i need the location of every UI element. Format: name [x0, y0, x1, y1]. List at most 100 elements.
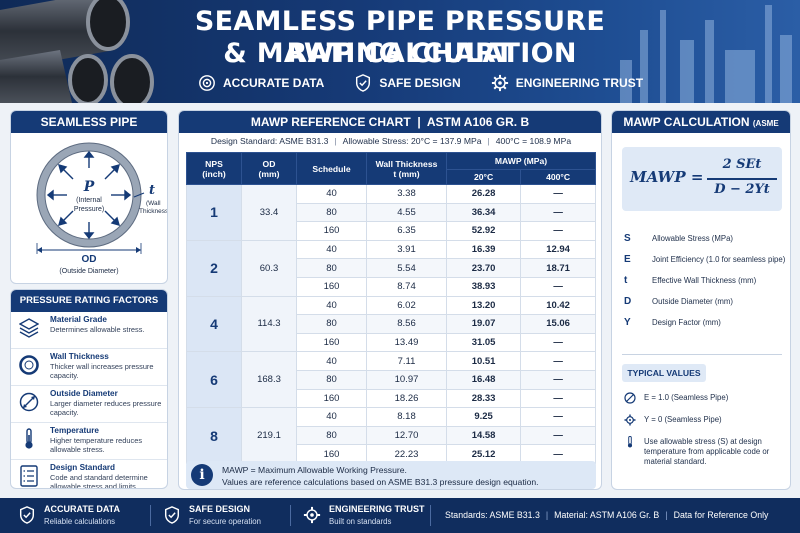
mawp-20c-cell: 16.39 — [445, 239, 522, 260]
od-symbol: OD — [82, 254, 97, 265]
variable-desc: Effective Wall Thickness (mm) — [652, 276, 757, 285]
schedule-cell: 40 — [296, 407, 367, 427]
wall-thickness-cell: 3.91 — [366, 239, 447, 260]
pressure-symbol: P — [83, 179, 95, 195]
footer-standard: Standards: ASME B31.3 — [445, 510, 540, 520]
mawp-400c-cell: — — [520, 202, 596, 223]
mawp-20c-cell: 31.05 — [445, 332, 522, 353]
checklist-icon — [20, 465, 38, 487]
thickness-label-1: (Wall — [146, 200, 161, 207]
panel-title: MAWP CALCULATION (ASME B31.3) — [612, 111, 790, 152]
mawp-400c-cell: — — [520, 407, 596, 427]
pressure-label-1: (Internal — [76, 197, 102, 204]
variable-desc: Joint Efficiency (1.0 for seamless pipe) — [652, 255, 786, 264]
schedule-cell: 160 — [296, 388, 367, 409]
table-row: 8 219.1 40 8.18 9.25— — [186, 407, 596, 464]
steel-pipes-image — [0, 0, 154, 103]
seamless-pipe-panel: SEAMLESS PIPE P (Internal Pressure) t (W… — [10, 110, 168, 284]
factor-desc: Code and standard determine allowable st… — [50, 473, 148, 489]
thermometer-icon — [627, 436, 633, 448]
refinery-silhouette-image — [620, 5, 792, 103]
footer-sub: For secure operation — [189, 517, 261, 526]
factor-title: Wall Thickness — [50, 352, 109, 361]
pressure-label-2: Pressure) — [74, 206, 104, 213]
mawp-formula: MAWP = 2 SEt D − 2Yt — [622, 147, 782, 211]
pressure-rating-factors-panel: PRESSURE RATING FACTORS Material Grade D… — [10, 289, 168, 489]
mawp-table: NPS (inch) OD (mm) Schedule Wall Thickne… — [186, 152, 596, 464]
factor-title: Outside Diameter — [50, 389, 118, 398]
badge-label: ACCURATE DATA — [223, 76, 325, 90]
table-row: 6 168.3 40 7.11 10.51— — [186, 351, 596, 409]
shield-check-icon — [356, 74, 371, 92]
wall-thickness-cell: 5.54 — [366, 258, 447, 278]
od-cell: 33.4 — [241, 184, 297, 241]
page-title-line1: SEAMLESS PIPE PRESSURE RATING CHART — [194, 6, 606, 69]
mawp-400c-cell: — — [520, 369, 596, 390]
formula-lhs: MAWP = — [630, 168, 704, 186]
col-header-od: OD (mm) — [241, 152, 297, 185]
schedule-cell: 80 — [296, 202, 367, 223]
mawp-20c-cell: 36.34 — [445, 202, 522, 223]
od-cell: 219.1 — [241, 407, 297, 464]
nps-cell: 8 — [186, 407, 242, 464]
factor-title: Material Grade — [50, 315, 107, 324]
mawp-20c-cell: 13.20 — [445, 295, 522, 316]
factor-wall-thickness: Wall Thickness Thicker wall increases pr… — [11, 349, 167, 386]
formula-denominator: D − 2Yt — [714, 182, 770, 197]
od-cell: 168.3 — [241, 351, 297, 409]
table-row: 160 18.26 28.33— — [187, 388, 596, 409]
schedule-cell: 40 — [296, 184, 367, 204]
design-standard: Design Standard: ASME B31.3 — [210, 136, 329, 146]
chart-note: i MAWP = Maximum Allowable Working Press… — [186, 461, 596, 489]
wall-thickness-cell: 12.70 — [366, 425, 447, 446]
panel-title: MAWP REFERENCE CHART | ASTM A106 GR. B — [179, 111, 601, 133]
factor-title: Design Standard — [50, 463, 116, 472]
schedule-cell: 80 — [296, 425, 367, 446]
mawp-400c-cell: — — [520, 221, 596, 241]
wall-thickness-cell: 8.56 — [366, 314, 447, 334]
footer-sub: Reliable calculations — [44, 517, 116, 526]
factor-design-standard: Design Standard Code and standard determ… — [11, 460, 167, 489]
table-row: 2 60.3 40 3.91 16.39 12.94 — [186, 239, 596, 297]
mawp-20c-cell: 38.93 — [445, 276, 522, 297]
mawp-400c-cell: 18.71 — [520, 258, 596, 278]
schedule-cell: 80 — [296, 369, 367, 390]
formula-numerator: 2 SEt — [722, 157, 762, 172]
wall-thickness-cell: 4.55 — [366, 202, 447, 223]
schedule-cell: 40 — [296, 295, 367, 316]
col-header-mawp: MAWP (MPa) — [446, 152, 596, 170]
mawp-table-body: 1 33.4 40 3.38 26.28—80 4.55 36.34—160 6.35 52.9… — [186, 184, 596, 464]
mawp-calculation-panel: MAWP CALCULATION (ASME B31.3) MAWP = 2 S… — [611, 110, 791, 490]
factor-desc: Thicker wall increases pressure capacity… — [50, 362, 154, 380]
mawp-400c-cell: — — [520, 276, 596, 297]
mawp-reference-chart-panel: MAWP REFERENCE CHART | ASTM A106 GR. B D… — [178, 110, 602, 490]
mawp-20c-cell: 52.92 — [445, 221, 522, 241]
wall-thickness-cell: 6.35 — [366, 221, 447, 241]
thermometer-icon — [25, 428, 33, 449]
calc-title: MAWP CALCULATION — [623, 115, 750, 129]
typical-values-title: TYPICAL VALUES — [622, 364, 706, 382]
wall-thickness-cell: 3.38 — [366, 184, 447, 204]
note-line-1: MAWP = Maximum Allowable Working Pressur… — [222, 465, 407, 475]
mawp-20c-cell: 26.28 — [445, 184, 522, 204]
mawp-400c-cell: — — [520, 332, 596, 353]
nps-cell: 1 — [186, 184, 242, 241]
nps-cell: 4 — [186, 295, 242, 353]
badge-label: SAFE DESIGN — [379, 76, 461, 90]
allowable-stress: Allowable Stress: 20°C = 137.9 MPa — [342, 136, 482, 146]
table-row: 80 4.55 36.34— — [187, 202, 596, 223]
nps-cell: 6 — [186, 351, 242, 409]
panel-title: SEAMLESS PIPE — [11, 111, 167, 133]
mawp-400c-cell: — — [520, 388, 596, 409]
thickness-symbol: t — [149, 183, 155, 198]
pipe-cross-section-diagram: P (Internal Pressure) t (Wall Thickness)… — [36, 142, 167, 275]
footer-bar: ACCURATE DATA Reliable calculations SAFE… — [0, 498, 800, 533]
wall-thickness-cell: 13.49 — [366, 332, 447, 353]
no-weld-icon — [624, 392, 636, 404]
shield-check-icon — [164, 506, 180, 524]
variable-desc: Outside Diameter (mm) — [652, 297, 734, 306]
stress-400: 400°C = 108.9 MPa — [495, 136, 572, 146]
col-header-20c: 20°C — [445, 168, 522, 186]
mawp-400c-cell: 12.94 — [520, 239, 596, 260]
mawp-400c-cell: 15.06 — [520, 314, 596, 334]
